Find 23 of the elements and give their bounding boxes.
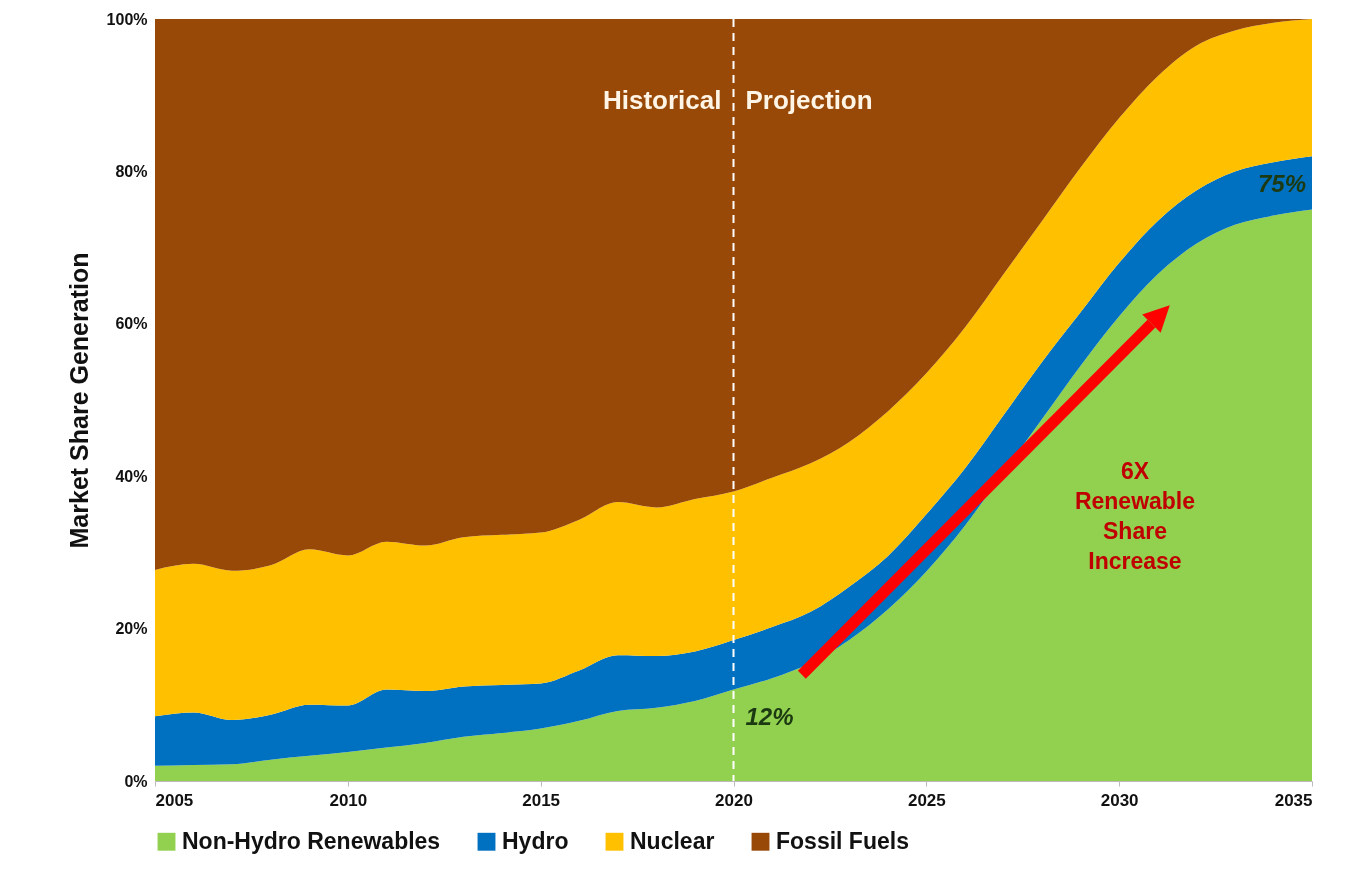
y-tick-label: 60% — [115, 315, 148, 333]
y-axis-title: Market Share Generation — [64, 252, 93, 549]
x-tick-label: 2015 — [522, 790, 561, 810]
y-tick-label: 100% — [106, 10, 148, 28]
legend-label: Non-Hydro Renewables — [182, 827, 441, 854]
legend-label: Fossil Fuels — [776, 827, 909, 854]
annotation: 12% — [745, 702, 794, 730]
y-tick-label: 40% — [115, 467, 148, 485]
x-tick-label: 2020 — [715, 790, 753, 810]
legend-label: Hydro — [502, 827, 569, 854]
annotation: Projection — [745, 84, 873, 115]
x-tick-label: 2005 — [155, 790, 194, 810]
annotation: Historical — [603, 84, 722, 115]
y-tick-label: 0% — [124, 772, 148, 790]
annotation: 75% — [1257, 169, 1306, 197]
y-tick-label: 20% — [115, 620, 148, 638]
x-tick-label: 2025 — [907, 790, 946, 810]
annotation: 6X Renewable Share Increase — [1074, 457, 1196, 574]
legend-label: Nuclear — [630, 827, 715, 854]
x-tick-label: 2010 — [329, 790, 368, 810]
x-tick-label: 2030 — [1100, 790, 1139, 810]
x-tick-label: 2035 — [1274, 790, 1313, 810]
y-tick-label: 80% — [115, 162, 148, 180]
